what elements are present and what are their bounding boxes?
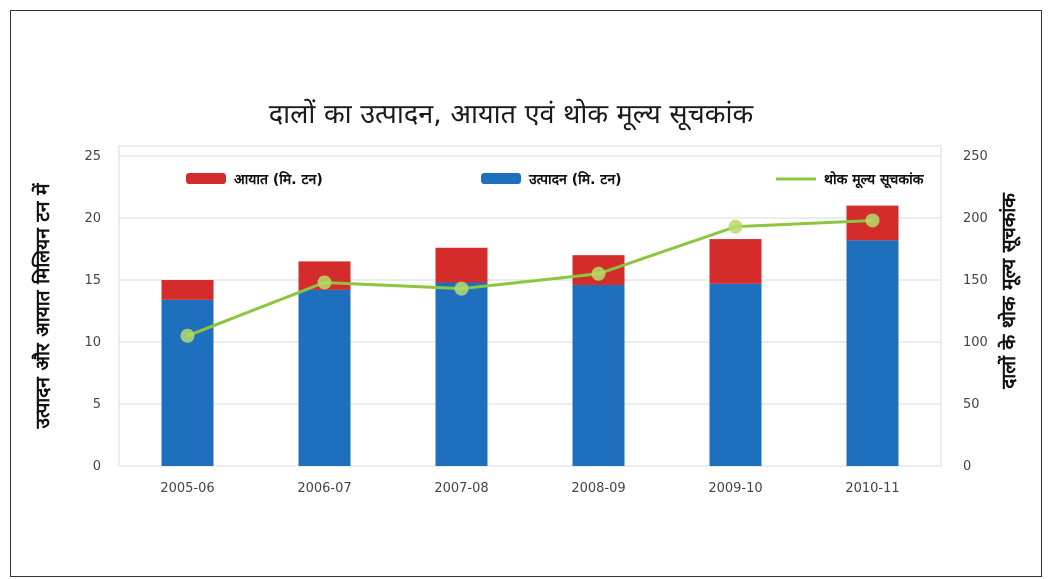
- x-tick-label: 2007-08: [434, 481, 488, 496]
- y-tick-label: 10: [84, 335, 101, 350]
- production-bar: [709, 283, 762, 466]
- legend-price-index-label: थोक मूल्य सूचकांक: [824, 171, 925, 189]
- legend-production-label: उत्पादन (मि. टन): [528, 171, 622, 188]
- price-index-point: [180, 328, 195, 343]
- price-index-point: [317, 275, 332, 290]
- plot-area: [118, 145, 942, 467]
- chart-canvas: दालों का उत्पादन, आयात एवं थोक मूल्य सूच…: [31, 98, 1021, 496]
- y2-tick-label: 250: [963, 149, 988, 164]
- price-index-point: [728, 219, 743, 234]
- y2-tick-label: 100: [963, 335, 988, 350]
- x-tick-label: 2005-06: [160, 481, 214, 496]
- production-bar: [161, 299, 214, 466]
- price-index-point: [865, 213, 880, 228]
- y-tick-label: 15: [84, 273, 101, 288]
- y-tick-label: 25: [84, 149, 101, 164]
- production-bar: [846, 240, 899, 466]
- chart-title: दालों का उत्पादन, आयात एवं थोक मूल्य सूच…: [269, 98, 755, 131]
- import-bar: [435, 247, 488, 283]
- legend-import-label: आयात (मि. टन): [234, 171, 323, 188]
- legend-import-swatch: [186, 173, 226, 184]
- x-tick-label: 2006-07: [297, 481, 351, 496]
- y2-tick-label: 200: [963, 211, 988, 226]
- production-bar: [298, 289, 351, 466]
- x-tick-label: 2008-09: [571, 481, 625, 496]
- y-tick-label: 5: [93, 397, 101, 412]
- chart-frame: दालों का उत्पादन, आयात एवं थोक मूल्य सूच…: [10, 10, 1042, 577]
- y-tick-label: 0: [93, 459, 101, 474]
- grid-lines: [119, 155, 941, 467]
- bar-series: [161, 205, 899, 466]
- price-index-line: [186, 218, 873, 338]
- import-bar: [709, 239, 762, 284]
- production-bar: [572, 284, 625, 466]
- price-index-point: [591, 266, 606, 281]
- y2-tick-label: 50: [963, 397, 980, 412]
- import-bar: [161, 280, 214, 300]
- x-tick-label: 2010-11: [845, 481, 899, 496]
- price-index-point: [454, 281, 469, 296]
- y2-axis-title: दालों के थोक मूल्य सूचकांक: [997, 192, 1021, 390]
- legend-production-swatch: [481, 173, 521, 184]
- line-series: [180, 213, 880, 343]
- x-tick-label: 2009-10: [708, 481, 762, 496]
- y2-tick-label: 150: [963, 273, 988, 288]
- legend: आयात (मि. टन) उत्पादन (मि. टन) थोक मूल्य स…: [186, 171, 925, 189]
- y2-tick-label: 0: [963, 459, 971, 474]
- y-axis-title: उत्पादन और आयात मिलियन टन में: [31, 183, 54, 430]
- production-bar: [435, 282, 488, 466]
- y-tick-label: 20: [84, 211, 101, 226]
